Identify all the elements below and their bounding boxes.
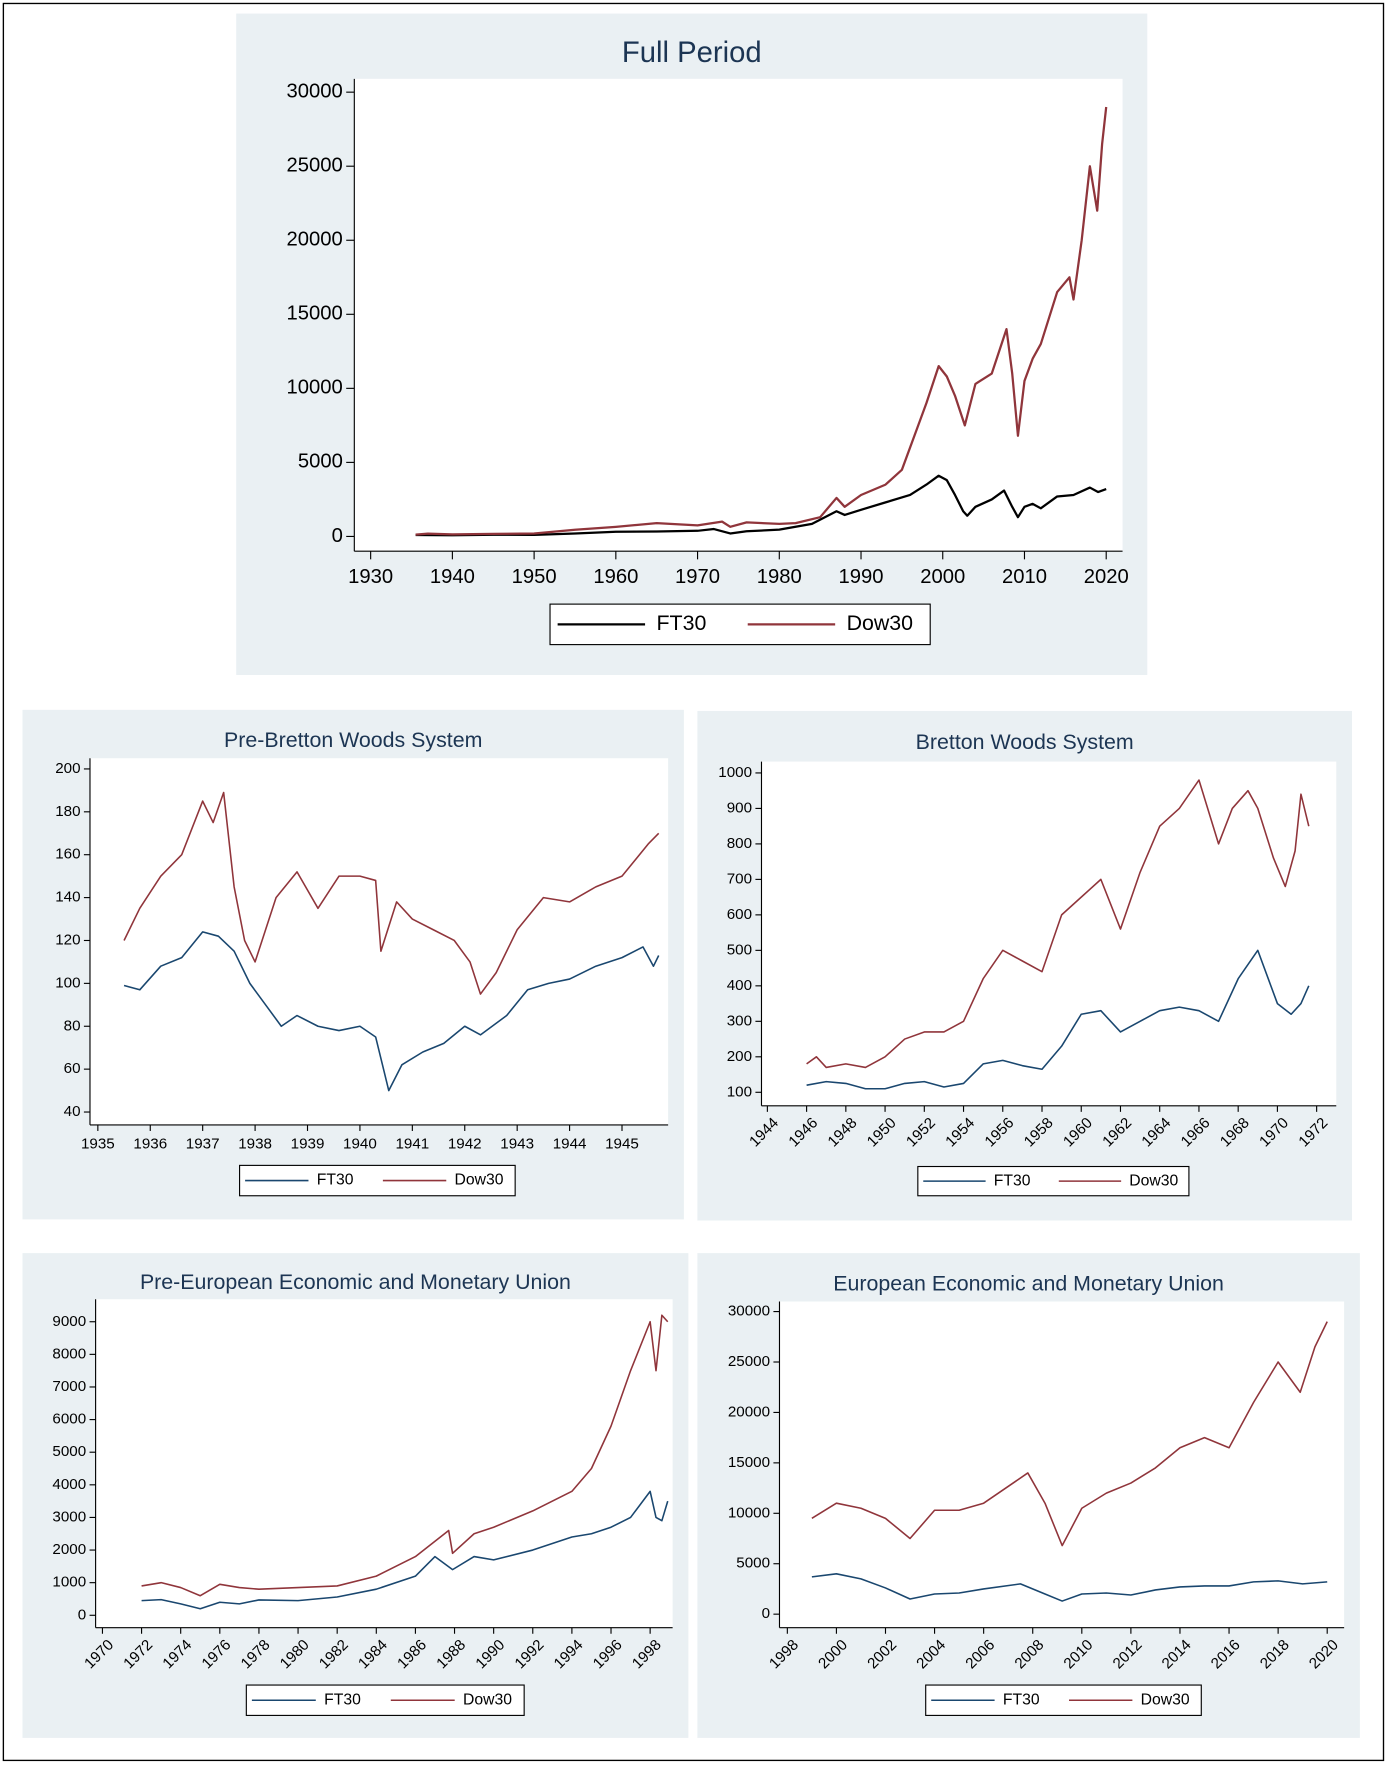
y-tick-label: 200 [727, 1048, 752, 1065]
y-tick-label: 4000 [52, 1476, 86, 1493]
series-line [415, 474, 1107, 537]
series-line [806, 949, 1310, 1090]
y-tick-label: 0 [78, 1606, 86, 1623]
x-tick-label: 2010 [1002, 566, 1047, 588]
y-tick-label: 600 [727, 906, 752, 923]
series-line [415, 106, 1108, 536]
y-tick-label: 5000 [52, 1443, 86, 1460]
x-tick-label: 1940 [343, 1136, 377, 1153]
x-tick-label: 1938 [238, 1136, 272, 1153]
y-tick-label: 120 [55, 931, 80, 948]
y-tick-label: 300 [727, 1012, 752, 1029]
y-tick-label: 8000 [52, 1345, 86, 1362]
plot-area [89, 758, 669, 1125]
x-tick-label: 1990 [839, 566, 884, 588]
legend-label: FT30 [324, 1691, 361, 1708]
y-tick-label: 2000 [52, 1541, 86, 1558]
y-tick-label: 9000 [52, 1313, 86, 1330]
y-tick-label: 30000 [728, 1303, 770, 1320]
legend-label: Dow30 [463, 1691, 512, 1708]
x-tick-label: 1941 [395, 1136, 429, 1153]
y-tick-label: 7000 [52, 1378, 86, 1395]
plot-area [95, 1299, 673, 1628]
y-tick-label: 1000 [52, 1574, 86, 1591]
y-tick-label: 60 [64, 1060, 81, 1077]
x-tick-label: 1950 [512, 566, 557, 588]
y-tick-label: 25000 [287, 155, 343, 177]
y-tick-label: 5000 [298, 451, 343, 473]
legend-label: Dow30 [847, 611, 914, 635]
y-tick-label: 80 [64, 1017, 81, 1034]
chart-title: Bretton Woods System [916, 730, 1134, 754]
y-tick-label: 20000 [287, 229, 343, 251]
y-tick-label: 140 [55, 889, 80, 906]
chart-title: Pre-European Economic and Monetary Union [140, 1270, 571, 1294]
y-tick-label: 10000 [287, 377, 343, 399]
legend-label: Dow30 [1141, 1691, 1190, 1708]
legend-label: FT30 [317, 1172, 354, 1189]
legend-label: FT30 [1003, 1691, 1040, 1708]
y-tick-label: 10000 [728, 1504, 770, 1521]
series-line [123, 791, 660, 995]
y-tick-label: 6000 [52, 1411, 86, 1428]
x-tick-label: 1940 [430, 566, 475, 588]
y-tick-label: 15000 [287, 303, 343, 325]
x-tick-label: 1939 [291, 1136, 325, 1153]
chart-title: Pre-Bretton Woods System [224, 728, 482, 752]
y-tick-label: 200 [55, 760, 80, 777]
y-tick-label: 500 [727, 941, 752, 958]
y-tick-label: 900 [727, 799, 752, 816]
y-tick-label: 180 [55, 803, 80, 820]
plot-area [354, 78, 1123, 552]
legend-label: FT30 [656, 611, 706, 635]
y-tick-label: 100 [727, 1083, 752, 1100]
x-tick-label: 1935 [81, 1136, 115, 1153]
legend-label: Dow30 [455, 1172, 504, 1189]
y-tick-label: 0 [762, 1605, 770, 1622]
series-line [123, 931, 660, 1092]
y-tick-label: 3000 [52, 1508, 86, 1525]
x-tick-label: 1936 [133, 1136, 167, 1153]
legend-label: FT30 [994, 1172, 1031, 1189]
series-line [141, 1490, 669, 1610]
y-tick-label: 0 [332, 525, 343, 547]
y-tick-label: 30000 [287, 81, 343, 103]
x-tick-label: 1943 [500, 1136, 534, 1153]
y-tick-label: 400 [727, 977, 752, 994]
chart-title: European Economic and Monetary Union [833, 1271, 1224, 1295]
x-tick-label: 1970 [675, 566, 720, 588]
x-tick-label: 1930 [348, 566, 393, 588]
y-tick-label: 700 [727, 870, 752, 887]
x-tick-label: 1937 [186, 1136, 220, 1153]
legend-label: Dow30 [1129, 1172, 1178, 1189]
x-tick-label: 1944 [553, 1136, 587, 1153]
x-tick-label: 1960 [593, 566, 638, 588]
series-line [811, 1573, 1328, 1602]
series-line [806, 779, 1310, 1069]
x-tick-label: 2000 [920, 566, 965, 588]
y-tick-label: 20000 [728, 1403, 770, 1420]
legend-box [239, 1164, 516, 1197]
series-line [811, 1321, 1328, 1547]
y-tick-label: 160 [55, 846, 80, 863]
y-tick-label: 800 [727, 835, 752, 852]
x-tick-label: 1942 [448, 1136, 482, 1153]
series-line [141, 1314, 669, 1597]
x-tick-label: 1945 [605, 1136, 639, 1153]
chart-title: Full Period [622, 37, 762, 69]
x-tick-label: 1980 [757, 566, 802, 588]
plot-area [779, 1301, 1345, 1628]
y-tick-label: 1000 [718, 764, 752, 781]
y-tick-label: 40 [64, 1103, 81, 1120]
plot-area [761, 761, 1337, 1106]
y-tick-label: 25000 [728, 1353, 770, 1370]
y-tick-label: 5000 [736, 1555, 770, 1572]
x-tick-label: 2020 [1084, 566, 1129, 588]
y-tick-label: 15000 [728, 1454, 770, 1471]
y-tick-label: 100 [55, 974, 80, 991]
